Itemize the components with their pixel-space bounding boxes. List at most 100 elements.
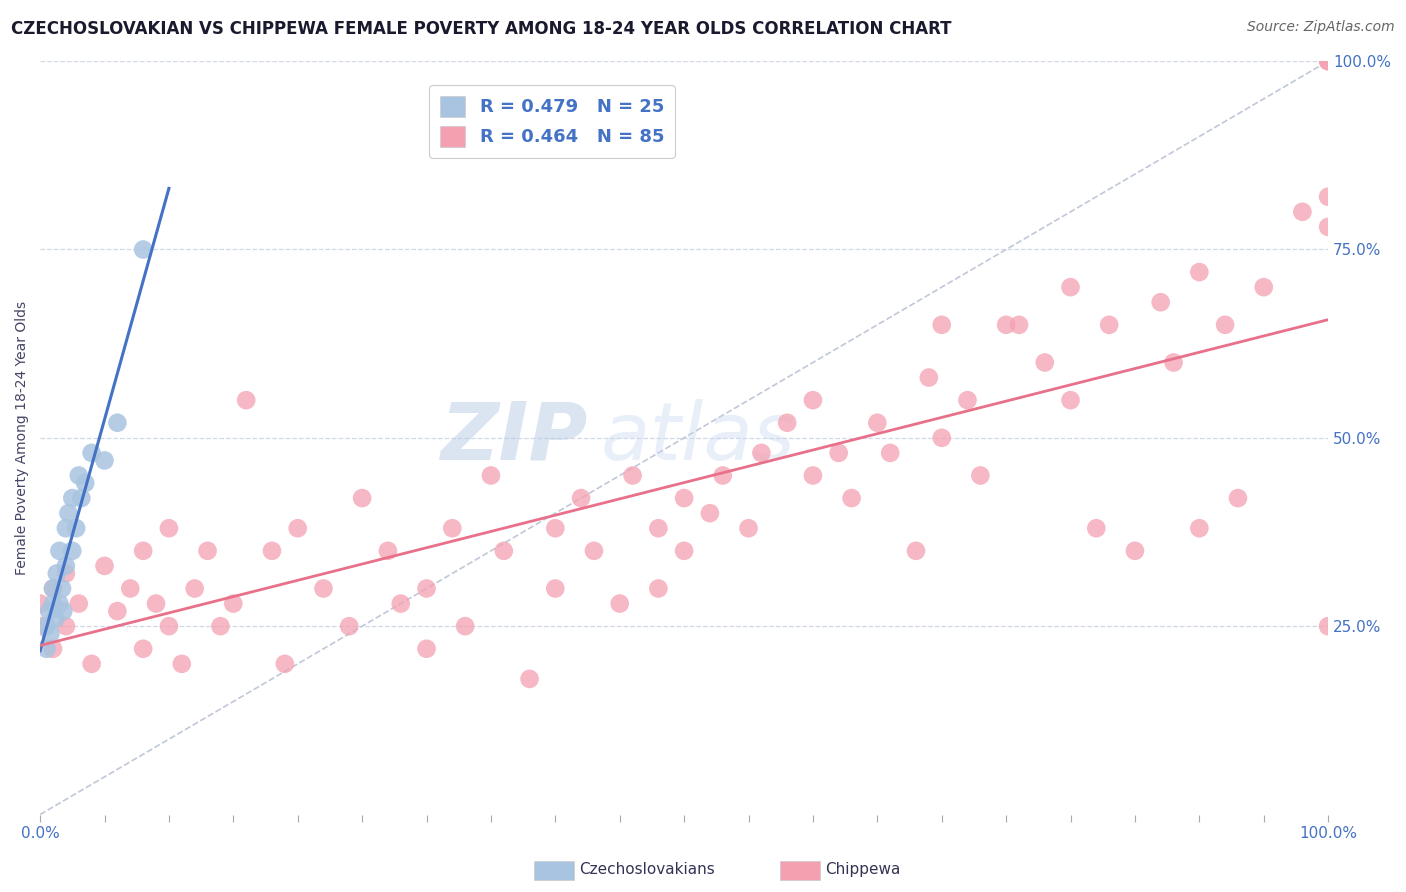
Point — [879, 446, 901, 460]
Point — [132, 641, 155, 656]
Point — [1188, 521, 1211, 535]
Point — [956, 393, 979, 408]
Point — [170, 657, 193, 671]
Point — [1213, 318, 1236, 332]
Point — [673, 544, 696, 558]
Point — [1033, 355, 1056, 369]
Point — [1253, 280, 1275, 294]
Point — [866, 416, 889, 430]
Point — [544, 582, 567, 596]
Point — [841, 491, 863, 505]
Point — [209, 619, 232, 633]
Text: Source: ZipAtlas.com: Source: ZipAtlas.com — [1247, 20, 1395, 34]
Text: atlas: atlas — [600, 399, 796, 477]
Point — [183, 582, 205, 596]
Point — [1098, 318, 1121, 332]
Point — [377, 544, 399, 558]
Point — [287, 521, 309, 535]
Point — [647, 582, 669, 596]
Point — [157, 521, 180, 535]
Point — [60, 491, 83, 505]
Point — [801, 468, 824, 483]
Point — [969, 468, 991, 483]
Point — [55, 558, 77, 573]
Point — [1317, 190, 1340, 204]
Point — [931, 318, 953, 332]
Point — [93, 453, 115, 467]
Point — [38, 604, 60, 618]
Point — [415, 582, 437, 596]
Point — [48, 597, 70, 611]
Y-axis label: Female Poverty Among 18-24 Year Olds: Female Poverty Among 18-24 Year Olds — [15, 301, 30, 574]
Point — [55, 521, 77, 535]
Point — [222, 597, 245, 611]
Point — [415, 641, 437, 656]
Point — [52, 604, 75, 618]
Point — [39, 626, 62, 640]
Point — [42, 641, 65, 656]
Point — [145, 597, 167, 611]
Point — [157, 619, 180, 633]
Point — [45, 566, 67, 581]
Point — [55, 566, 77, 581]
Point — [132, 243, 155, 257]
Point — [519, 672, 541, 686]
Point — [737, 521, 759, 535]
Point — [67, 597, 90, 611]
Point — [1123, 544, 1146, 558]
Point — [42, 582, 65, 596]
Point — [132, 544, 155, 558]
Point — [35, 619, 58, 633]
Point — [30, 597, 52, 611]
Point — [58, 506, 80, 520]
Point — [45, 612, 67, 626]
Point — [42, 597, 65, 611]
Point — [1059, 280, 1081, 294]
Point — [569, 491, 592, 505]
Point — [995, 318, 1018, 332]
Point — [389, 597, 412, 611]
Point — [647, 521, 669, 535]
Legend: R = 0.479   N = 25, R = 0.464   N = 85: R = 0.479 N = 25, R = 0.464 N = 85 — [429, 86, 675, 158]
Point — [105, 604, 128, 618]
Point — [1317, 54, 1340, 69]
Point — [582, 544, 605, 558]
Point — [93, 558, 115, 573]
Point — [904, 544, 927, 558]
Point — [274, 657, 297, 671]
Point — [711, 468, 734, 483]
Point — [621, 468, 644, 483]
Point — [120, 582, 142, 596]
Point — [609, 597, 631, 611]
Point — [828, 446, 851, 460]
Point — [454, 619, 477, 633]
Point — [1317, 219, 1340, 234]
Point — [751, 446, 773, 460]
Point — [1317, 619, 1340, 633]
Point — [1317, 54, 1340, 69]
Point — [352, 491, 374, 505]
Point — [544, 521, 567, 535]
Point — [312, 582, 335, 596]
Point — [1163, 355, 1185, 369]
Point — [51, 582, 73, 596]
Point — [75, 476, 97, 491]
Text: CZECHOSLOVAKIAN VS CHIPPEWA FEMALE POVERTY AMONG 18-24 YEAR OLDS CORRELATION CHA: CZECHOSLOVAKIAN VS CHIPPEWA FEMALE POVER… — [11, 20, 952, 37]
Text: Chippewa: Chippewa — [825, 863, 901, 877]
Point — [105, 416, 128, 430]
Point — [1059, 393, 1081, 408]
Point — [1188, 265, 1211, 279]
Point — [673, 491, 696, 505]
Point — [801, 393, 824, 408]
Point — [55, 619, 77, 633]
Point — [479, 468, 502, 483]
Text: ZIP: ZIP — [440, 399, 588, 477]
Point — [1226, 491, 1249, 505]
Point — [441, 521, 464, 535]
Point — [60, 544, 83, 558]
Point — [1008, 318, 1031, 332]
Point — [337, 619, 360, 633]
Point — [492, 544, 515, 558]
Point — [65, 521, 87, 535]
Point — [776, 416, 799, 430]
